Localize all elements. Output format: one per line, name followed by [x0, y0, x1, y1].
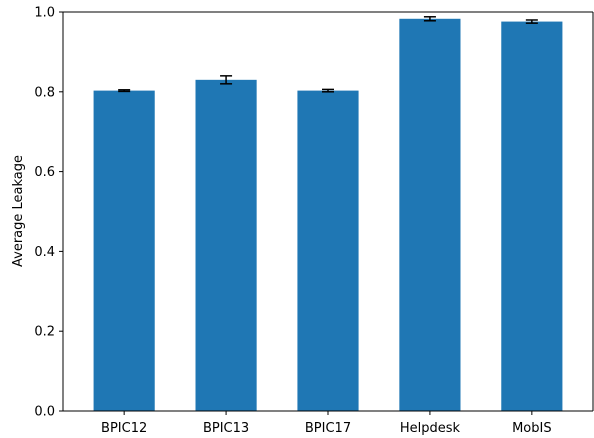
y-tick-label: 0.2: [34, 325, 55, 340]
x-tick-label-mobis: MobIS: [512, 421, 552, 436]
bar-helpdesk: [399, 18, 461, 412]
x-ticks-group: BPIC12 BPIC13 BPIC17 Helpdesk MobIS: [101, 411, 552, 436]
bars-group: [93, 18, 563, 412]
y-ticks-group: 0.0 0.2 0.4 0.6 0.8 1.0: [34, 6, 63, 420]
y-tick-label: 0.4: [34, 245, 55, 260]
bar-bpic12: [93, 90, 155, 411]
y-tick-label: 0.6: [34, 165, 55, 180]
x-tick-label-helpdesk: Helpdesk: [400, 421, 461, 436]
bar-bpic13: [195, 79, 257, 411]
x-tick-label-bpic12: BPIC12: [101, 421, 147, 436]
y-tick-label: 0.0: [34, 405, 55, 420]
bar-mobis: [501, 21, 563, 412]
y-axis-label: Average Leakage: [11, 155, 26, 267]
x-tick-label-bpic17: BPIC17: [305, 421, 351, 436]
error-bars-group: [118, 16, 538, 93]
y-tick-label: 1.0: [34, 6, 55, 21]
y-tick-label: 0.8: [34, 85, 55, 100]
bar-bpic17: [297, 90, 359, 411]
x-tick-label-bpic13: BPIC13: [203, 421, 249, 436]
